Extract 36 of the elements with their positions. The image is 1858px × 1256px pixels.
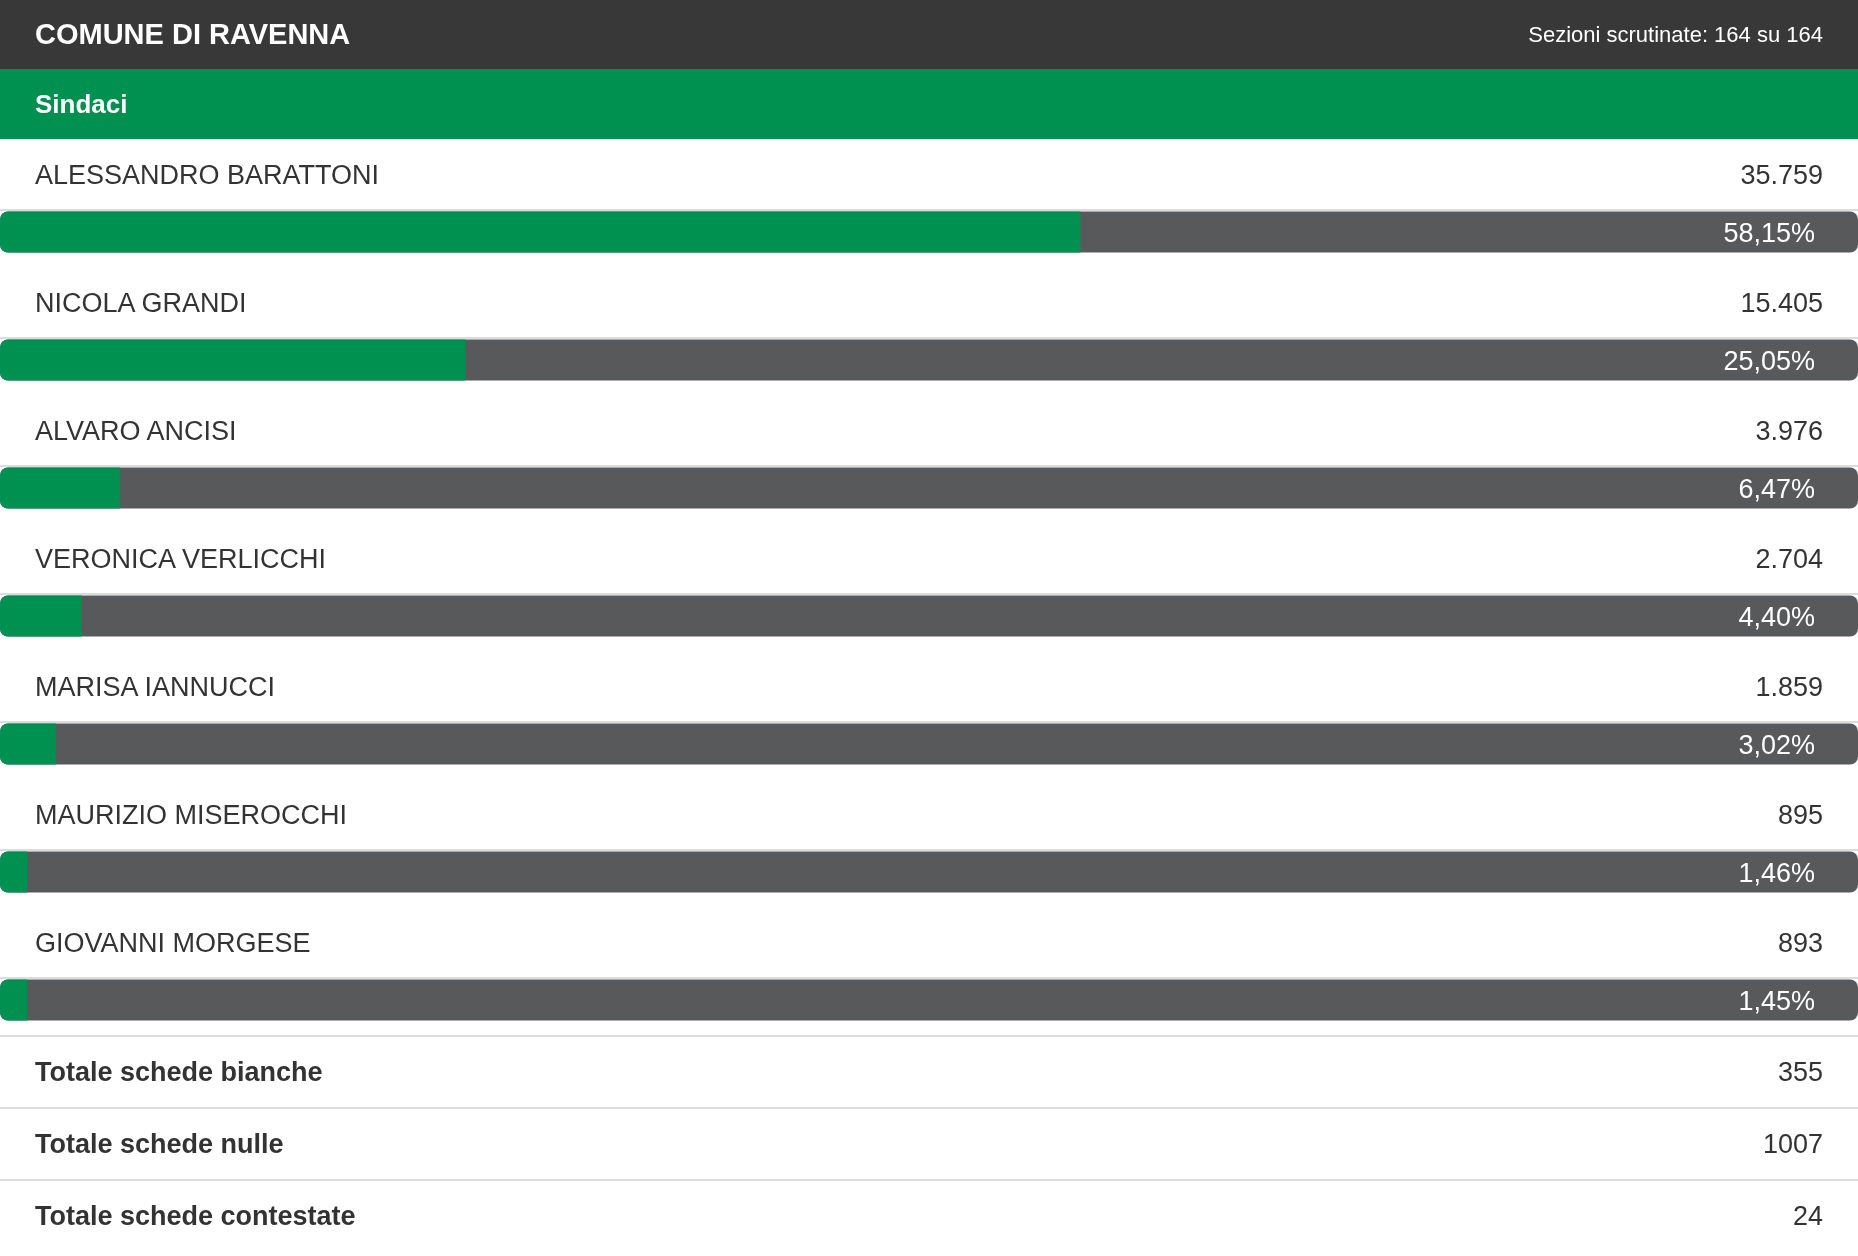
- data-label: 3,02%: [1738, 729, 1815, 760]
- bar: [0, 595, 82, 637]
- data-label: 4,40%: [1738, 601, 1815, 632]
- text: Totale schede nulle: [35, 1128, 284, 1160]
- text: Totale schede contestate: [35, 1200, 356, 1232]
- annotation: 15.405: [1740, 287, 1823, 319]
- data-label: 1,45%: [1738, 985, 1815, 1016]
- annotation: 1.859: [1755, 671, 1823, 703]
- y-tick-label: NICOLA GRANDI: [35, 287, 247, 319]
- y-tick-label: MAURIZIO MISEROCCHI: [35, 799, 348, 831]
- y-tick-label: ALVARO ANCISI: [35, 415, 237, 447]
- bar: [0, 979, 27, 1021]
- y-axis-title: Sindaci: [35, 88, 128, 120]
- text: 24: [1792, 1200, 1823, 1232]
- y-tick-label: GIOVANNI MORGESE: [35, 927, 311, 959]
- y-tick-label: VERONICA VERLICCHI: [35, 543, 327, 575]
- y-tick-label: ALESSANDRO BARATTONI: [35, 159, 380, 191]
- bar: [0, 467, 121, 509]
- text: 1007: [1762, 1128, 1823, 1160]
- bar: [0, 851, 28, 893]
- data-label: 25,05%: [1723, 345, 1815, 376]
- annotation: 893: [1777, 927, 1823, 959]
- annotation: 895: [1777, 799, 1823, 831]
- y-tick-label: MARISA IANNUCCI: [35, 671, 276, 703]
- chart-subtitle: Sezioni scrutinate: 164 su 164: [1528, 21, 1823, 48]
- annotation: 2.704: [1755, 543, 1823, 575]
- annotation: 35.759: [1740, 159, 1823, 191]
- annotation: 355: [1777, 1056, 1823, 1088]
- data-label: 58,15%: [1723, 217, 1815, 248]
- data-label: 6,47%: [1738, 473, 1815, 504]
- bar: [0, 339, 466, 381]
- data-label: 1,46%: [1738, 857, 1815, 888]
- annotation: 3.976: [1755, 415, 1823, 447]
- bar: [0, 723, 57, 765]
- chart-title: COMUNE DI RAVENNA: [35, 18, 351, 51]
- annotation: Totale schede bianche: [35, 1056, 323, 1088]
